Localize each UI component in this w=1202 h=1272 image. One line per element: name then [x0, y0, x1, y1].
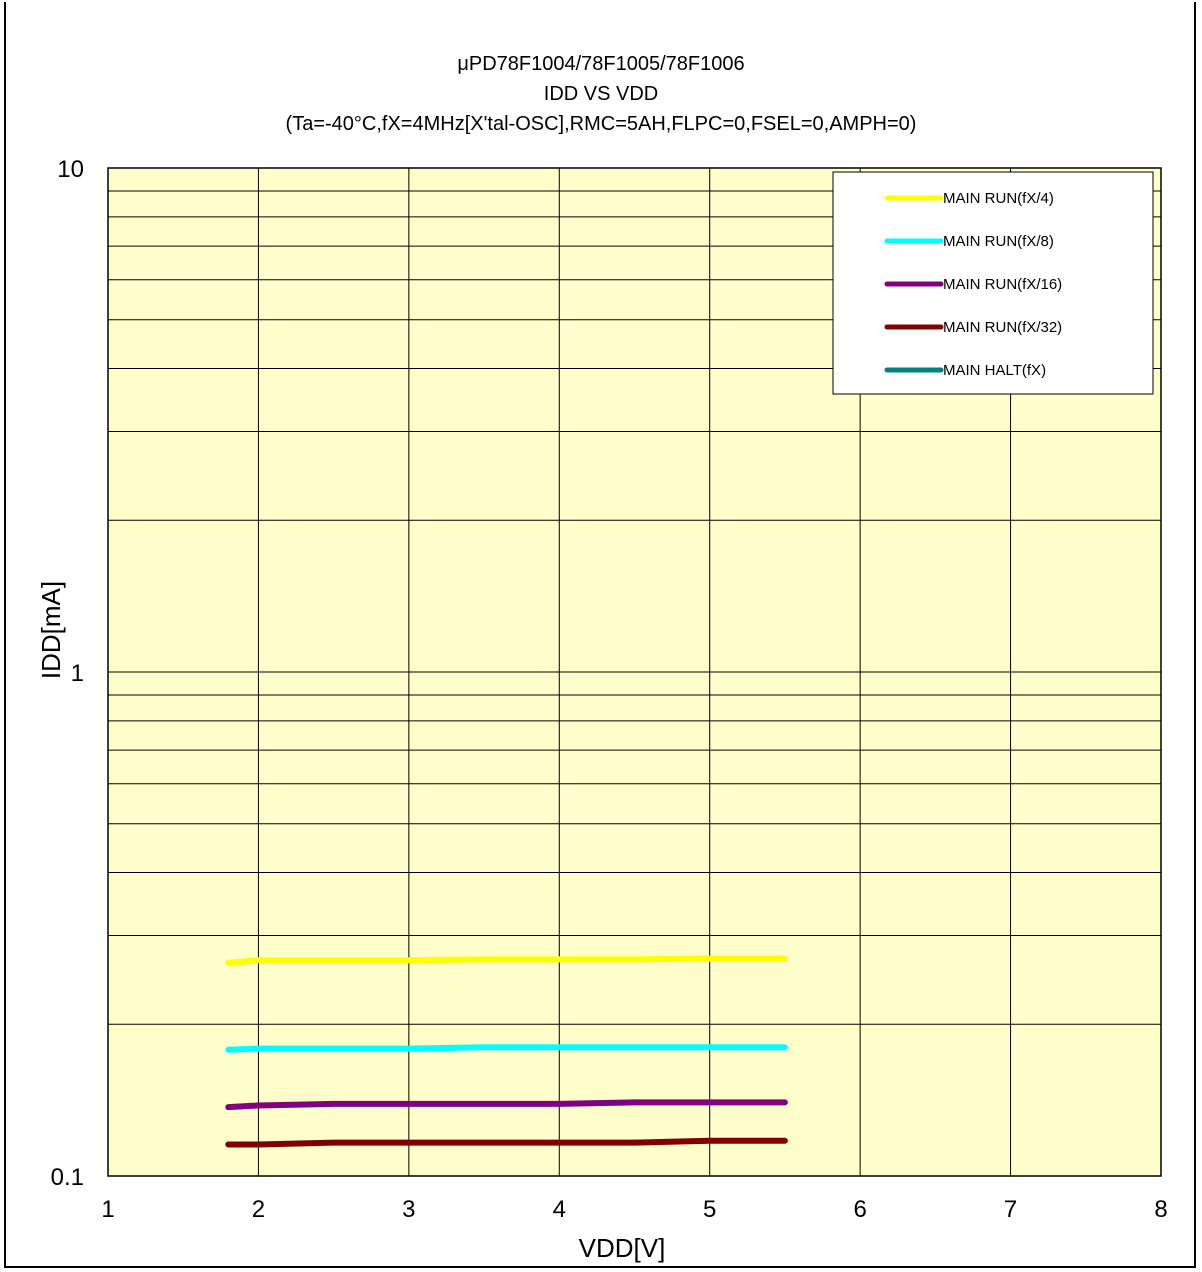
legend-label: MAIN HALT(fX) [943, 362, 1046, 379]
x-axis-label: VDD[V] [579, 1233, 666, 1263]
series-line [225, 1044, 788, 1053]
chart-subtitle: IDD VS VDD [543, 83, 659, 105]
chart-conditions: (Ta=-40°C,fX=4MHz[X'tal-OSC],RMC=5AH,FLP… [285, 113, 917, 135]
x-tick-label: 7 [1004, 1196, 1017, 1223]
chart-title: μPD78F1004/78F1005/78F1006 [457, 53, 745, 75]
y-tick-label: 10 [57, 156, 84, 183]
legend: MAIN RUN(fX/4) MAIN RUN(fX/8) MAIN RUN(fX/… [832, 171, 1154, 395]
series-line [225, 1099, 788, 1111]
y-tick-label: 0.1 [51, 1164, 84, 1191]
legend-label: MAIN RUN(fX/4) [943, 190, 1054, 207]
x-tick-label: 6 [853, 1196, 866, 1223]
y-tick-label: 1 [71, 660, 84, 687]
x-tick-label: 2 [252, 1196, 265, 1223]
legend-label: MAIN RUN(fX/8) [943, 233, 1054, 250]
legend-label: MAIN RUN(fX/16) [943, 276, 1062, 293]
series-layer [225, 955, 788, 1148]
x-tick-label: 8 [1154, 1196, 1167, 1223]
series-line [225, 1137, 788, 1148]
x-tick-label: 3 [402, 1196, 415, 1223]
tick-labels: 1 2 3 4 5 6 7 8 10 1 0.1 [51, 156, 1168, 1223]
x-tick-label: 4 [553, 1196, 566, 1223]
y-axis-label: IDD[mA] [36, 581, 66, 679]
x-tick-label: 5 [703, 1196, 716, 1223]
series-line [225, 955, 788, 966]
x-tick-label: 1 [101, 1196, 114, 1223]
legend-label: MAIN RUN(fX/32) [943, 319, 1062, 336]
